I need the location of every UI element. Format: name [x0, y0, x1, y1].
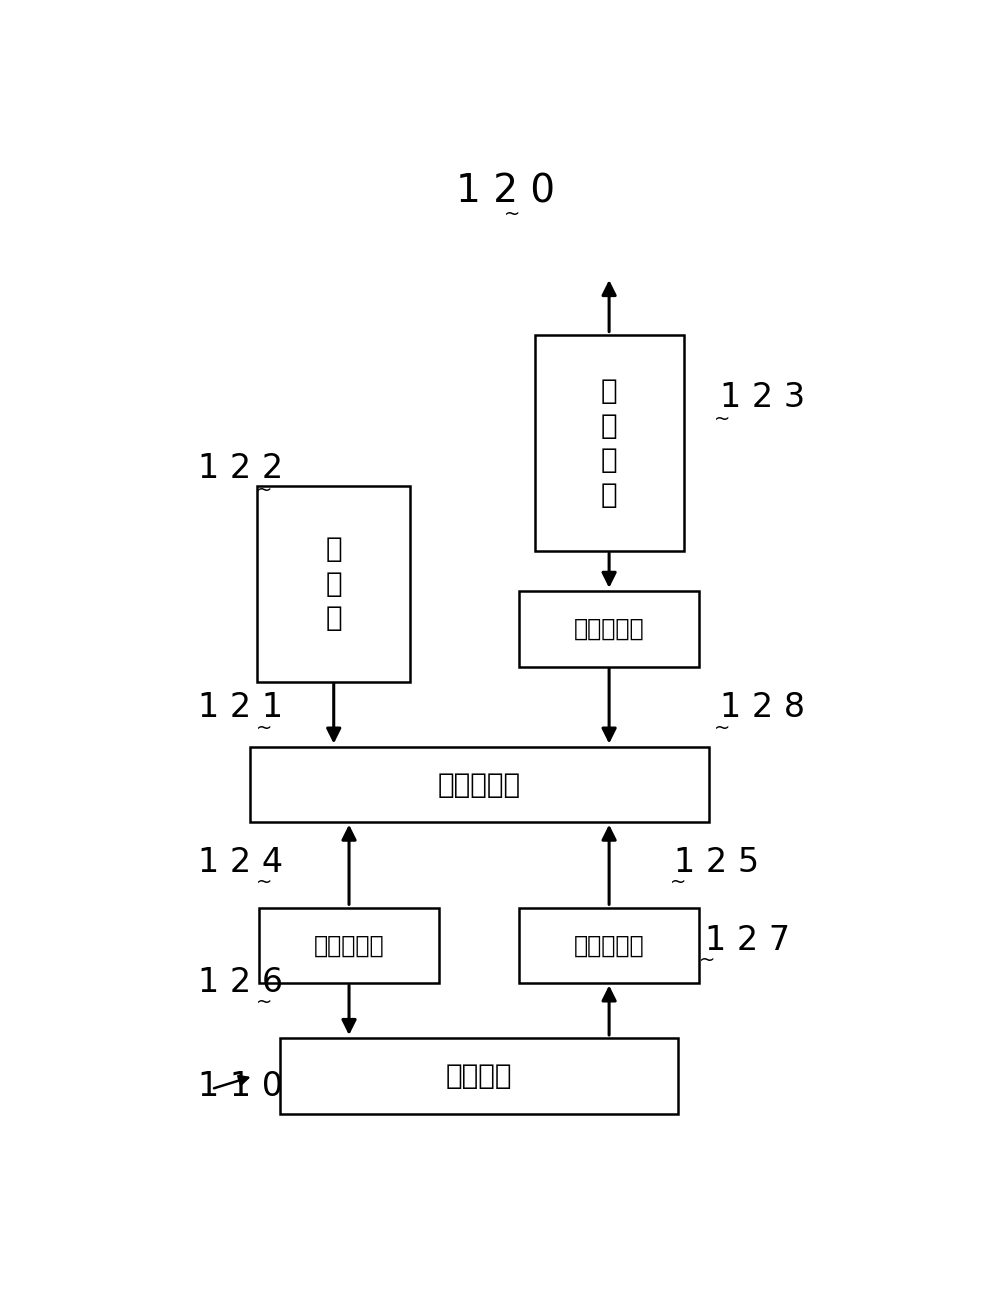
Text: 1 2 0: 1 2 0	[456, 172, 555, 211]
Text: 1 2 3: 1 2 3	[720, 381, 805, 414]
Bar	[257, 485, 410, 681]
Text: ~: ~	[504, 205, 521, 223]
Text: 1 2 2: 1 2 2	[198, 452, 283, 484]
Text: 1 2 5: 1 2 5	[673, 846, 758, 878]
Text: ~: ~	[713, 719, 730, 737]
Text: 1 2 1: 1 2 1	[198, 690, 283, 724]
Text: 氯气循环罐: 氯气循环罐	[437, 771, 520, 799]
Text: 吸
收
机
构: 吸 收 机 构	[600, 377, 617, 509]
Text: ~: ~	[713, 410, 730, 428]
Text: ~: ~	[255, 993, 272, 1013]
Text: 1 2 7: 1 2 7	[704, 924, 789, 957]
Text: ~: ~	[255, 873, 272, 891]
Text: 1 1 0: 1 1 0	[198, 1070, 283, 1103]
Text: 1 2 8: 1 2 8	[720, 690, 805, 724]
Text: ~: ~	[255, 719, 272, 737]
Bar	[280, 1039, 677, 1113]
Bar	[259, 908, 439, 983]
Text: ~: ~	[669, 873, 686, 891]
Text: 1 2 6: 1 2 6	[198, 966, 283, 1000]
Text: 第三调节阀: 第三调节阀	[573, 617, 644, 641]
Bar	[519, 591, 698, 667]
Text: 1 2 4: 1 2 4	[198, 846, 283, 878]
Text: ~: ~	[698, 951, 714, 970]
Text: 电池本体: 电池本体	[446, 1062, 512, 1090]
Bar	[519, 908, 698, 983]
Text: 第二调节阀: 第二调节阀	[573, 933, 644, 958]
Text: ~: ~	[255, 480, 272, 500]
Bar	[249, 746, 708, 822]
Text: 氯
气
源: 氯 气 源	[325, 535, 342, 632]
Bar	[534, 335, 683, 551]
Text: 第一调节阀: 第一调节阀	[314, 933, 384, 958]
